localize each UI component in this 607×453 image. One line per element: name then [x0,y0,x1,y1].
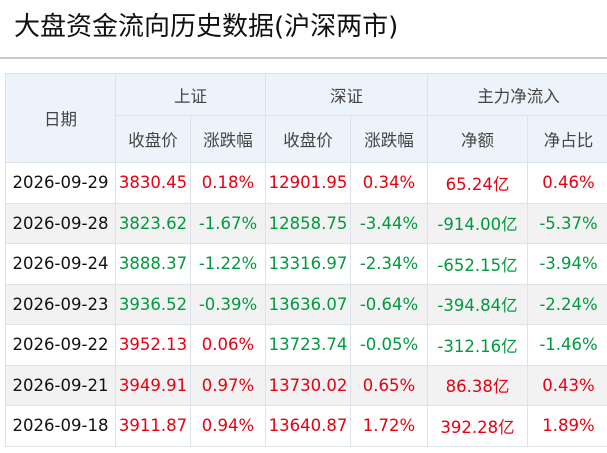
value-cell: -394.84亿 [427,283,528,325]
value-cell: -312.16亿 [427,324,528,366]
date-cell: 2026-09-22 [5,324,116,366]
page-title: 大盘资金流向历史数据(沪深两市) [14,12,399,42]
value-cell: 3936.52 [115,283,191,325]
value-cell: 13723.74 [265,324,351,366]
value-cell: 3888.37 [115,243,191,285]
table-head: 日期 上证 深证 主力净流入 收盘价 涨跌幅 收盘价 涨跌幅 净额 净占比 [5,73,607,163]
flow-table: 日期 上证 深证 主力净流入 收盘价 涨跌幅 收盘价 涨跌幅 净额 净占比 2026-09-2… [5,73,607,447]
value-cell: -5.37% [527,202,607,244]
sub-row: 收盘价 涨跌幅 收盘价 涨跌幅 净额 净占比 [6,115,607,163]
value-cell: 0.97% [190,364,266,406]
value-cell: 1.89% [527,405,607,447]
value-cell: 3949.91 [115,364,191,406]
value-cell: -1.22% [190,243,266,285]
data-row: 2026-09-23 3936.52 -0.39% 13636.07 -0.64% -39… [5,283,607,325]
value-cell: 0.65% [350,364,428,406]
value-cell: -3.44% [350,202,428,244]
value-cell: -914.00亿 [427,202,528,244]
value-cell: 0.18% [190,162,266,204]
date-cell: 2026-09-24 [5,243,116,285]
data-row: 2026-09-21 3949.91 0.97% 13730.02 0.65% 86.38… [5,364,607,406]
sub-header: 收盘价 [115,115,191,163]
value-cell: -0.64% [350,283,428,325]
data-row: 2026-09-29 3830.45 0.18% 12901.95 0.34% 65.24… [5,162,607,204]
value-cell: -2.34% [350,243,428,285]
data-row: 2026-09-22 3952.13 0.06% 13723.74 -0.05% -312… [5,324,607,366]
date-header: 日期 [5,73,116,163]
value-cell: -0.39% [190,283,266,325]
value-cell: 3952.13 [115,324,191,366]
group-header: 主力净流入 [427,73,607,116]
sub-header: 涨跌幅 [350,115,428,163]
group-header: 上证 [115,73,266,116]
value-cell: 392.28亿 [427,405,528,447]
value-cell: 13316.97 [265,243,351,285]
data-row: 2026-09-24 3888.37 -1.22% 13316.97 -2.34% -65… [5,243,607,285]
value-cell: 0.43% [527,364,607,406]
value-cell: 13636.07 [265,283,351,325]
data-row: 2026-09-28 3823.62 -1.67% 12858.75 -3.44% -91… [5,202,607,244]
date-cell: 2026-09-18 [5,405,116,447]
value-cell: 3830.45 [115,162,191,204]
group-row: 日期 上证 深证 主力净流入 [5,73,607,163]
value-cell: 12901.95 [265,162,351,204]
date-cell: 2026-09-28 [5,202,116,244]
table-body: 2026-09-29 3830.45 0.18% 12901.95 0.34% 65.24… [5,162,607,447]
sub-header: 涨跌幅 [190,115,266,163]
value-cell: 0.94% [190,405,266,447]
value-cell: -2.24% [527,283,607,325]
group-header: 深证 [265,73,428,116]
value-cell: 3823.62 [115,202,191,244]
date-cell: 2026-09-21 [5,364,116,406]
value-cell: -652.15亿 [427,243,528,285]
value-cell: 1.72% [350,405,428,447]
title-rule [0,57,607,59]
sub-header: 净占比 [527,115,607,163]
value-cell: -1.46% [527,324,607,366]
value-cell: 13640.87 [265,405,351,447]
value-cell: -3.94% [527,243,607,285]
value-cell: 3911.87 [115,405,191,447]
value-cell: 86.38亿 [427,364,528,406]
date-cell: 2026-09-29 [5,162,116,204]
value-cell: 12858.75 [265,202,351,244]
value-cell: 65.24亿 [427,162,528,204]
sub-header: 收盘价 [265,115,351,163]
value-cell: -1.67% [190,202,266,244]
value-cell: 0.46% [527,162,607,204]
value-cell: 0.34% [350,162,428,204]
value-cell: -0.05% [350,324,428,366]
sub-header: 净额 [427,115,528,163]
data-row: 2026-09-18 3911.87 0.94% 13640.87 1.72% 392.2… [5,405,607,447]
date-cell: 2026-09-23 [5,283,116,325]
value-cell: 13730.02 [265,364,351,406]
value-cell: 0.06% [190,324,266,366]
